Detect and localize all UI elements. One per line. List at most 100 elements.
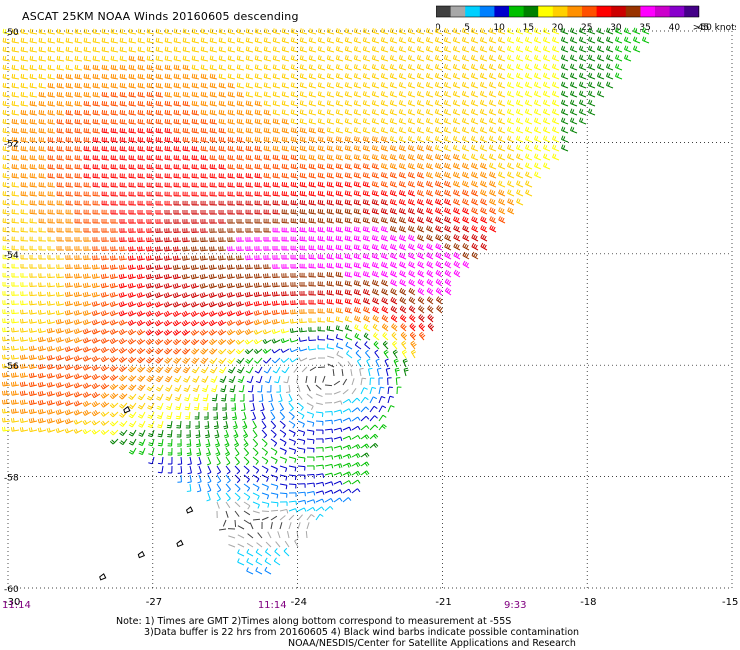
wind-barb xyxy=(73,291,83,298)
wind-barb xyxy=(299,254,308,260)
wind-barb xyxy=(157,465,164,474)
wind-barb xyxy=(65,28,74,35)
wind-barb xyxy=(596,27,605,35)
wind-barb xyxy=(326,82,335,89)
wind-barb xyxy=(137,246,146,252)
wind-barb xyxy=(74,119,83,125)
wind-barb xyxy=(191,228,200,233)
wind-barb xyxy=(146,91,155,98)
wind-barb xyxy=(37,319,47,324)
wind-barb xyxy=(299,227,308,233)
wind-barb xyxy=(297,483,306,488)
wind-barb xyxy=(11,55,20,62)
wind-barb xyxy=(236,219,245,224)
wind-barb xyxy=(281,255,290,260)
wind-barb xyxy=(380,82,389,89)
wind-barb xyxy=(443,81,452,89)
wind-barb xyxy=(314,375,317,384)
wind-barb xyxy=(281,291,290,297)
wind-barb xyxy=(146,393,155,401)
wind-barb xyxy=(10,417,20,423)
wind-barb xyxy=(360,425,370,431)
wind-barb xyxy=(29,155,38,161)
wind-barb xyxy=(173,173,182,179)
wind-barb xyxy=(353,271,362,278)
wind-barb xyxy=(452,135,461,143)
wind-barb xyxy=(398,216,407,224)
wind-barb xyxy=(146,28,155,35)
wind-barb xyxy=(137,146,146,152)
wind-barb xyxy=(218,28,227,35)
wind-barb xyxy=(100,411,110,417)
wind-barb xyxy=(177,465,183,474)
wind-barb xyxy=(489,162,497,170)
wind-barb xyxy=(435,207,443,215)
wind-barb xyxy=(425,144,434,152)
wind-barb xyxy=(264,557,272,566)
wind-barb xyxy=(209,357,218,365)
wind-barb xyxy=(369,396,378,404)
wind-barb xyxy=(83,209,92,215)
wind-barb xyxy=(199,282,209,289)
wind-barb xyxy=(551,99,560,107)
wind-barb xyxy=(298,337,308,342)
wind-barb xyxy=(326,217,335,224)
wind-barb xyxy=(353,172,362,179)
wind-barb xyxy=(37,363,47,370)
wind-barb xyxy=(172,301,182,308)
wind-barb xyxy=(236,127,245,134)
wind-barb xyxy=(217,329,227,336)
wind-barb xyxy=(155,46,164,53)
wind-barb xyxy=(280,357,290,363)
wind-barb xyxy=(281,82,290,89)
wind-barb xyxy=(253,329,263,335)
wind-barb xyxy=(262,319,272,325)
wind-barb xyxy=(163,264,173,271)
wind-barb xyxy=(333,427,343,433)
wind-barb xyxy=(354,315,362,323)
wind-barb xyxy=(271,348,281,354)
wind-barb xyxy=(65,164,74,170)
wind-barb xyxy=(173,210,182,215)
wind-barb xyxy=(380,28,389,35)
wind-barb xyxy=(347,361,353,368)
wind-barb xyxy=(452,99,461,107)
wind-barb xyxy=(82,282,92,288)
wind-barb xyxy=(290,37,299,44)
wind-barb xyxy=(177,447,183,456)
wind-barb xyxy=(305,530,308,539)
wind-barb xyxy=(461,90,470,98)
wind-barb xyxy=(83,46,92,53)
wind-barb xyxy=(280,348,290,353)
wind-barb xyxy=(263,200,272,206)
wind-barb xyxy=(163,338,173,346)
wind-barb xyxy=(306,482,315,488)
wind-barb xyxy=(262,291,272,297)
wind-barb xyxy=(164,191,173,197)
wind-barb xyxy=(254,55,263,62)
wind-barb xyxy=(249,393,254,402)
wind-barb xyxy=(461,27,470,35)
wind-barb xyxy=(218,191,227,197)
wind-barb xyxy=(333,463,343,469)
wind-barb xyxy=(270,429,277,438)
wind-barb xyxy=(399,314,407,323)
wind-barb xyxy=(534,162,542,170)
wind-barb xyxy=(2,155,11,161)
wind-barb xyxy=(110,82,119,89)
wind-barb xyxy=(127,301,137,308)
colorbar-swatch xyxy=(494,6,510,17)
wind-barb xyxy=(416,162,425,170)
wind-barb xyxy=(353,46,362,53)
wind-barb xyxy=(74,191,83,197)
lon-label: -24 xyxy=(291,597,307,608)
wind-barb xyxy=(227,55,236,62)
wind-barb xyxy=(317,46,326,53)
wind-barb xyxy=(279,515,286,521)
wind-barb xyxy=(443,90,452,98)
wind-barb xyxy=(200,210,209,215)
wind-barb xyxy=(253,348,263,354)
wind-barb xyxy=(196,483,202,493)
wind-barb xyxy=(243,465,250,474)
wind-barb xyxy=(29,46,38,53)
